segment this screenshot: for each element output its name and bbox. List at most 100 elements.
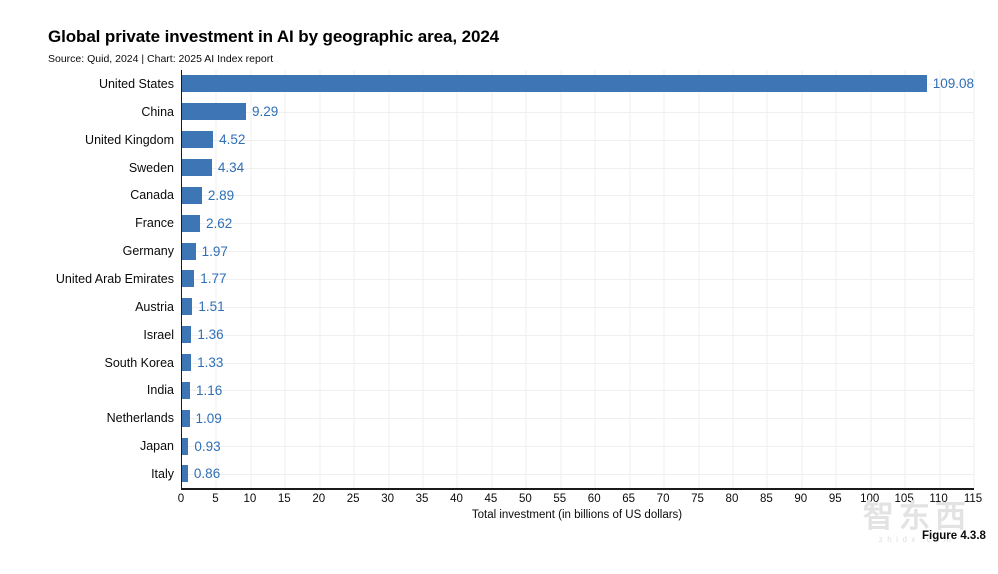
bar-row: China 9.29 [141,98,974,126]
value-label: 1.97 [201,243,228,259]
gridline-horizontal [182,306,974,308]
gridline-horizontal [182,111,974,113]
gridline-horizontal [182,446,974,448]
x-tick-label: 40 [450,493,463,505]
category-label: France [135,216,174,231]
bar-row: Netherlands 1.09 [107,404,974,432]
bar [182,103,246,121]
gridline-horizontal [182,223,974,225]
value-label: 4.34 [217,160,245,175]
x-tick-label: 100 [860,493,880,505]
bar [182,131,214,149]
gridline-vertical [973,70,975,488]
grid-layer [182,70,975,488]
bar [182,381,190,399]
bar [182,326,192,344]
bar-row: Japan 0.93 [140,432,974,460]
x-tick-label: 5 [212,493,219,505]
bar [182,354,192,372]
value-label: 0.86 [193,466,221,482]
x-tick-label: 60 [587,493,601,505]
bar-row: India 1.16 [147,376,974,404]
x-tick-label: 105 [894,493,914,505]
x-axis-title: Total investment (in billions of US doll… [471,509,683,521]
watermark: 智东西 zhidx.com [851,501,983,544]
x-tick-label: 45 [484,493,498,505]
category-label: Sweden [128,160,174,175]
x-tick-label: 70 [656,493,670,505]
value-label: 4.52 [219,132,246,148]
category-label: Israel [143,327,174,342]
watermark-url: zhidx.com [878,535,956,544]
bar-row: France 2.62 [135,209,974,237]
x-axis-ticks: 0 5 10 15 20 25 30 35 40 45 50 55 60 65 70 75 80 85 90 95 10… [177,493,982,507]
bar [182,75,927,93]
x-tick-label: 15 [277,493,291,505]
gridline-horizontal [182,362,974,364]
watermark-logo: 智东西 [863,499,971,534]
bar [182,270,195,288]
x-tick-label: 30 [381,493,394,505]
bar-row: Israel 1.36 [143,321,974,349]
bar-row: United Kingdom 4.52 [85,126,974,154]
x-tick-label: 75 [691,493,704,505]
value-label: 1.09 [195,410,222,426]
category-label: United States [98,76,174,91]
x-tick-label: 115 [963,493,983,505]
bar [182,159,212,176]
value-label: 1.36 [197,327,224,343]
gridline-horizontal [182,251,974,253]
x-tick-label: 85 [759,493,773,505]
bar [182,214,201,232]
bar-row: Austria 1.51 [135,293,974,321]
x-tick-label: 65 [622,493,636,505]
bar-row: Italy 0.86 [151,460,974,488]
gridline-horizontal [182,167,974,169]
gridline-horizontal [182,279,974,280]
bar-rows: United States 109.08 China 9.29 United Kingd… [56,70,974,488]
bar-row: United Arab Emirates 1.77 [56,265,974,293]
bar-row: Germany 1.97 [123,237,974,265]
x-tick-label: 35 [415,493,429,505]
bar [182,465,188,483]
x-tick-label: 0 [177,493,185,505]
x-tick-label: 80 [725,493,739,505]
gridline-horizontal [182,139,974,141]
value-label: 109.08 [932,76,974,92]
value-label: 1.16 [195,382,223,398]
category-label: Germany [122,244,174,259]
bar-row: Canada 2.89 [130,181,974,209]
bar-row: South Korea 1.33 [105,349,974,377]
category-label: United Kingdom [85,132,174,147]
value-label: 1.51 [198,299,225,315]
figure-number-label: Figure 4.3.8 [922,530,986,542]
gridline-horizontal [182,474,974,476]
value-label: 2.89 [207,187,235,203]
bar [182,242,196,260]
category-label: Austria [135,299,174,314]
bar [182,298,193,316]
value-label: 1.77 [200,271,227,287]
x-tick-label: 95 [828,493,842,505]
chart-title: Global private investment in AI by geogr… [48,27,500,46]
gridline-horizontal [182,418,974,420]
bar [182,409,190,427]
gridline-horizontal [182,390,974,392]
x-tick-label: 50 [518,493,532,505]
x-tick-label: 10 [243,493,257,505]
category-label: United Arab Emirates [55,271,174,286]
bar-row: United States 109.08 [99,70,974,98]
value-label: 9.29 [251,104,279,120]
category-label: Canada [130,188,174,203]
value-label: 0.93 [194,438,221,454]
value-label: 2.62 [206,215,233,231]
bar [182,437,189,455]
category-label: China [141,104,174,119]
bar [182,186,202,204]
x-tick-label: 90 [794,493,808,505]
chart-subtitle: Source: Quid, 2024 | Chart: 2025 AI Inde… [48,53,274,65]
category-label: Italy [151,466,174,481]
x-tick-label: 55 [553,493,567,505]
gridline-horizontal [182,195,974,197]
x-tick-label: 110 [929,493,948,505]
